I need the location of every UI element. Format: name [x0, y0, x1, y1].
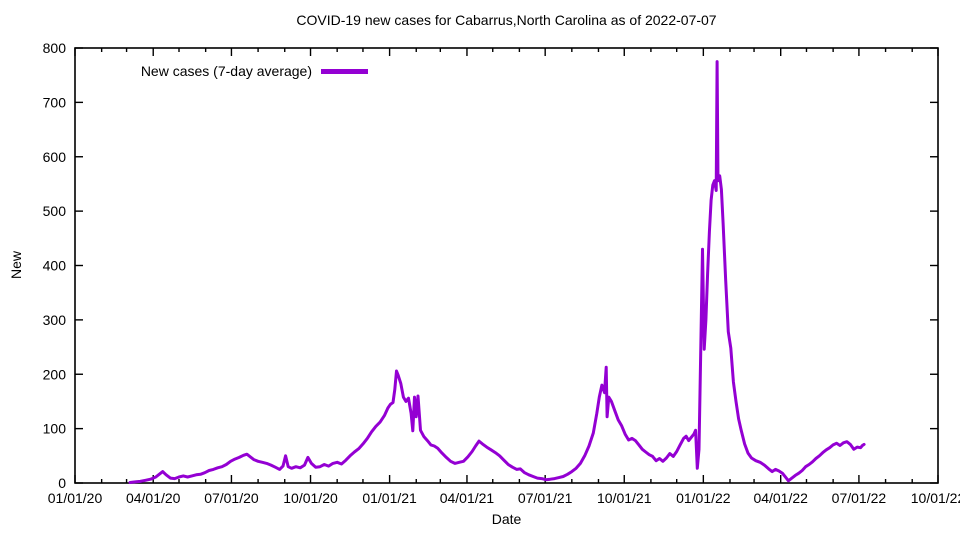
- y-tick-label: 100: [43, 421, 67, 437]
- x-tick-label: 01/01/21: [362, 490, 417, 506]
- x-tick-label: 04/01/20: [126, 490, 181, 506]
- legend: New cases (7-day average): [75, 63, 368, 79]
- x-tick-label: 07/01/22: [832, 490, 887, 506]
- legend-label: New cases (7-day average): [140, 63, 312, 79]
- x-tick-label: 04/01/21: [440, 490, 495, 506]
- y-tick-label: 600: [43, 149, 67, 165]
- y-tick-label: 700: [43, 94, 67, 110]
- y-tick-label: 200: [43, 366, 67, 382]
- x-tick-label: 01/01/20: [48, 490, 103, 506]
- y-tick-label: 800: [43, 40, 67, 56]
- y-tick-label: 400: [43, 258, 67, 274]
- x-tick-label: 07/01/21: [518, 490, 573, 506]
- x-tick-label: 10/01/20: [283, 490, 338, 506]
- chart-title: COVID-19 new cases for Cabarrus,North Ca…: [296, 12, 717, 28]
- x-tick-label: 10/01/21: [597, 490, 652, 506]
- y-tick-label: 300: [43, 312, 67, 328]
- x-tick-label: 07/01/20: [204, 490, 259, 506]
- cases-line: [128, 60, 866, 484]
- x-tick-label: 10/01/22: [911, 490, 960, 506]
- legend-line-swatch: [321, 68, 368, 74]
- x-axis-title: Date: [491, 511, 522, 527]
- y-tick-label: 500: [43, 203, 67, 219]
- x-tick-label: 01/01/22: [676, 490, 731, 506]
- y-tick-label: 0: [58, 475, 66, 491]
- plot-border: [74, 47, 939, 484]
- x-tick-label: 04/01/22: [753, 490, 808, 506]
